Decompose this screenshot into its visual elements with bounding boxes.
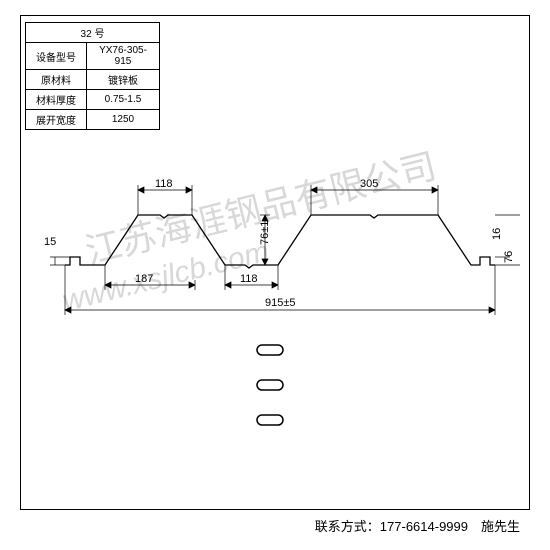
dim-label-118b: 118 [240,273,258,285]
dim-label-305: 305 [360,178,378,190]
contact-info: 联系方式：177-6614-9999 施先生 [315,516,520,535]
profile-drawing: 118 305 15 76±1 16 76 [20,15,530,510]
slot-icon [257,380,283,390]
dim-label-16: 16 [491,228,503,240]
dim-label-187: 187 [135,273,153,285]
dim-label-15: 15 [44,236,56,248]
dim-label-overall: 915±5 [265,297,296,309]
dim-label-118: 118 [155,178,173,190]
dim-15 [50,257,70,265]
slot-icon [257,345,283,355]
dim-label-76pm1: 76±1 [259,221,271,245]
slot-icon [257,415,283,425]
drawing-container: 32 号 设备型号 YX76-305-915 原材料 镀锌板 材料厚度 0.75… [0,0,550,550]
profile-path [65,215,495,268]
